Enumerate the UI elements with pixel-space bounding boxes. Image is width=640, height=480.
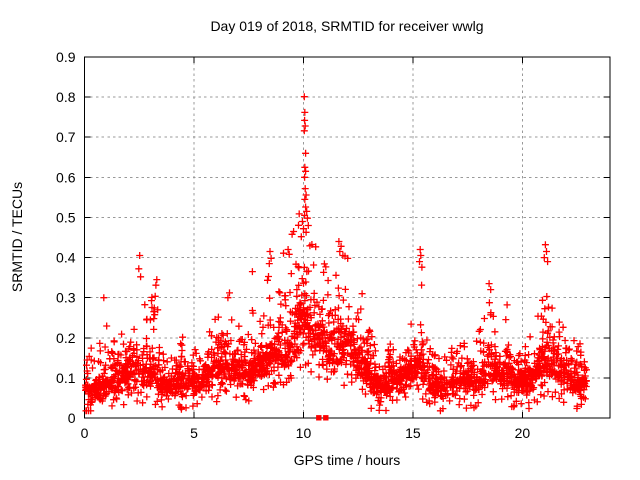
- y-axis-label: SRMTID / TECUs: [9, 182, 25, 292]
- y-tick-label: 0.5: [56, 209, 76, 225]
- tick-labels: 0 5 10 15 20 0 0.1 0.2 0.3 0.4 0.5 0.6 0.7 0.8 0.9: [56, 49, 530, 441]
- x-tick-label: 0: [81, 425, 89, 441]
- y-tick-label: 0.4: [56, 250, 76, 266]
- y-tick-label: 0.6: [56, 169, 76, 185]
- y-tick-label: 0.1: [56, 370, 76, 386]
- x-tick-label: 20: [515, 425, 531, 441]
- y-tick-label: 0.3: [56, 290, 76, 306]
- plot-frame-and-ticks: [84, 56, 611, 419]
- zero-flag-square: [323, 415, 329, 421]
- zero-flag-square: [316, 415, 322, 421]
- y-tick-label: 0.9: [56, 49, 76, 65]
- chart-title: Day 019 of 2018, SRMTID for receiver wwl…: [210, 18, 483, 34]
- y-tick-label: 0.7: [56, 129, 76, 145]
- srmtid-scatter-points: [82, 93, 590, 415]
- x-tick-label: 10: [296, 425, 312, 441]
- x-axis-label: GPS time / hours: [294, 452, 401, 468]
- y-tick-label: 0.8: [56, 89, 76, 105]
- x-tick-label: 5: [190, 425, 198, 441]
- data-points: [82, 93, 590, 421]
- y-tick-label: 0.2: [56, 330, 76, 346]
- y-tick-label: 0: [68, 410, 76, 426]
- x-tick-label: 15: [405, 425, 421, 441]
